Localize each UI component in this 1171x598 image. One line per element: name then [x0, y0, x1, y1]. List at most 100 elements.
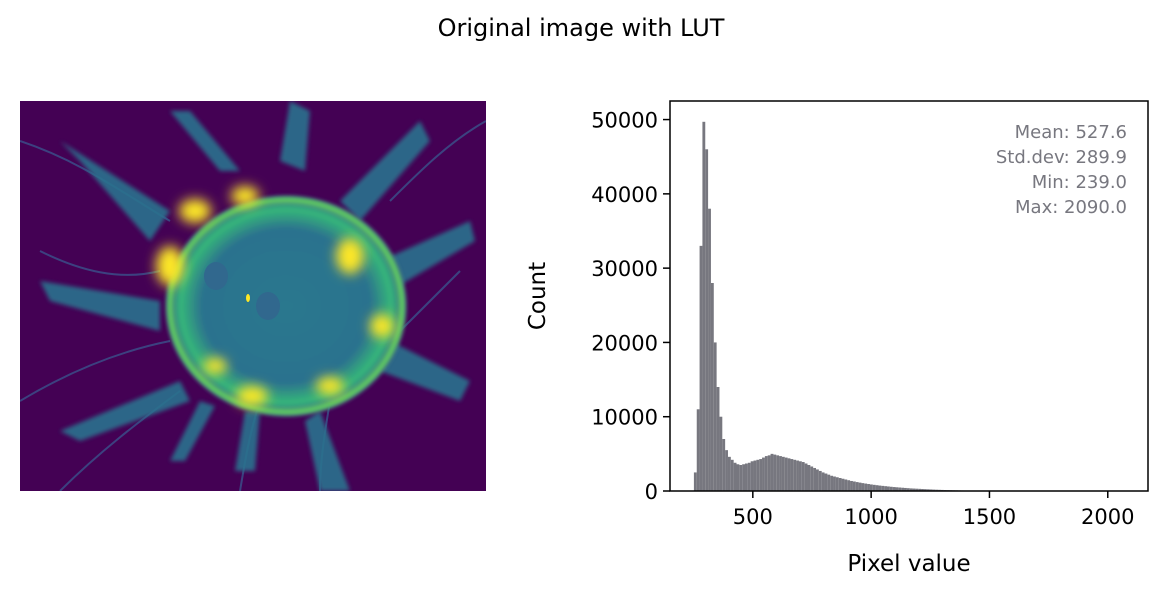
histogram-bar — [830, 475, 834, 491]
histogram-bar — [713, 342, 717, 491]
bright-dot — [246, 294, 250, 302]
histogram-bar — [878, 485, 882, 491]
histogram-bar — [844, 479, 848, 491]
y-tick-label: 10000 — [591, 406, 658, 430]
histogram-bar — [915, 488, 919, 491]
stats-mean: Mean: 527.6 — [1015, 122, 1127, 143]
x-axis-label: Pixel value — [847, 551, 970, 577]
histogram-bar — [798, 461, 802, 491]
histogram-bar — [884, 486, 887, 491]
histogram-bar — [886, 486, 890, 491]
histogram-bar — [725, 450, 728, 491]
histogram-bar — [898, 487, 902, 491]
histogram-bar — [776, 455, 780, 491]
histogram-bar — [835, 477, 839, 491]
histogram-bar — [787, 458, 791, 491]
histogram-bar — [833, 476, 836, 491]
histogram-bar — [699, 245, 703, 491]
histogram-bar — [716, 387, 720, 491]
cell-protrusions — [40, 101, 475, 491]
histogram-bar — [770, 453, 774, 491]
histogram-bar — [818, 470, 822, 491]
y-axis-label: Count — [525, 262, 551, 330]
histogram-bar — [727, 456, 731, 491]
x-tick-label: 2000 — [1081, 505, 1134, 529]
histogram-bar — [702, 121, 706, 492]
y-tick-label: 20000 — [591, 331, 658, 355]
histogram-bar — [875, 485, 879, 491]
plot-frame — [669, 100, 1149, 492]
stats-min: Min: 239.0 — [1032, 172, 1127, 193]
histogram-bar — [858, 482, 862, 491]
histogram-bar — [747, 462, 751, 491]
histogram-bar — [696, 409, 700, 491]
histogram-bar — [881, 485, 885, 491]
figure-title: Original image with LUT — [437, 14, 725, 42]
x-tick-label: 1000 — [844, 505, 897, 529]
histogram-bar — [759, 459, 763, 491]
histogram-bar — [736, 464, 740, 491]
histogram-bar — [719, 416, 723, 491]
histogram-bar — [864, 483, 868, 491]
histogram-bar — [762, 457, 765, 491]
histogram-bar — [708, 208, 711, 491]
histogram-bar — [767, 455, 771, 491]
stats-stddev: Std.dev: 289.9 — [996, 147, 1127, 168]
histogram-bar — [895, 487, 899, 491]
y-axis-ticks: 0 10000 20000 30000 40000 50000 — [591, 109, 670, 504]
histogram-bar — [824, 473, 828, 491]
histogram-bar — [781, 456, 785, 491]
histogram-bar — [892, 487, 896, 491]
histogram-bar — [850, 480, 853, 491]
histogram-bar — [810, 466, 814, 491]
histogram-bar — [733, 462, 737, 491]
histogram-bar — [909, 488, 913, 491]
histogram-bar — [841, 478, 845, 491]
histogram-bar — [847, 480, 851, 491]
histogram-bars — [693, 121, 1004, 492]
histogram-bar — [801, 462, 805, 491]
histogram-bar — [742, 464, 746, 491]
histogram-bar — [821, 472, 825, 491]
histogram-bar — [838, 478, 842, 491]
nucleoli — [204, 262, 280, 320]
histogram-bar — [889, 486, 893, 491]
histogram-bar — [869, 484, 873, 491]
y-tick-label: 0 — [645, 480, 658, 504]
histogram-bar — [912, 488, 916, 491]
histogram-bar — [756, 459, 760, 491]
histogram-bar — [710, 283, 714, 491]
y-tick-label: 50000 — [591, 109, 658, 133]
histogram-bar — [904, 487, 907, 491]
histogram-bar — [784, 457, 788, 491]
histogram-bar — [750, 461, 754, 491]
histogram-bar — [827, 474, 831, 491]
histogram-bar — [861, 483, 865, 491]
histogram-bar — [813, 467, 817, 491]
histogram-bar — [693, 472, 697, 491]
histogram-bar — [867, 484, 870, 491]
histogram-bar — [923, 489, 927, 491]
histogram-bar — [918, 488, 922, 491]
stats-max: Max: 2090.0 — [1015, 197, 1127, 218]
histogram-bar — [779, 456, 782, 491]
histogram-bar — [739, 465, 743, 491]
histogram-bar — [790, 459, 794, 491]
histogram-bar — [793, 459, 797, 491]
x-axis-ticks: 500 1000 1500 2000 — [733, 491, 1134, 529]
cell-micrograph — [20, 101, 486, 491]
histogram-bar — [705, 149, 709, 492]
histogram-bar — [745, 463, 748, 491]
x-tick-label: 1500 — [963, 505, 1016, 529]
histogram-bar — [921, 488, 924, 491]
histogram-bar — [753, 460, 757, 491]
y-tick-label: 30000 — [591, 257, 658, 281]
bright-spots — [156, 186, 394, 406]
histogram-bar — [926, 489, 930, 491]
histogram-bar — [816, 469, 819, 491]
histogram-bar — [906, 488, 910, 491]
histogram-bar — [804, 463, 808, 491]
histogram-bar — [722, 439, 726, 491]
